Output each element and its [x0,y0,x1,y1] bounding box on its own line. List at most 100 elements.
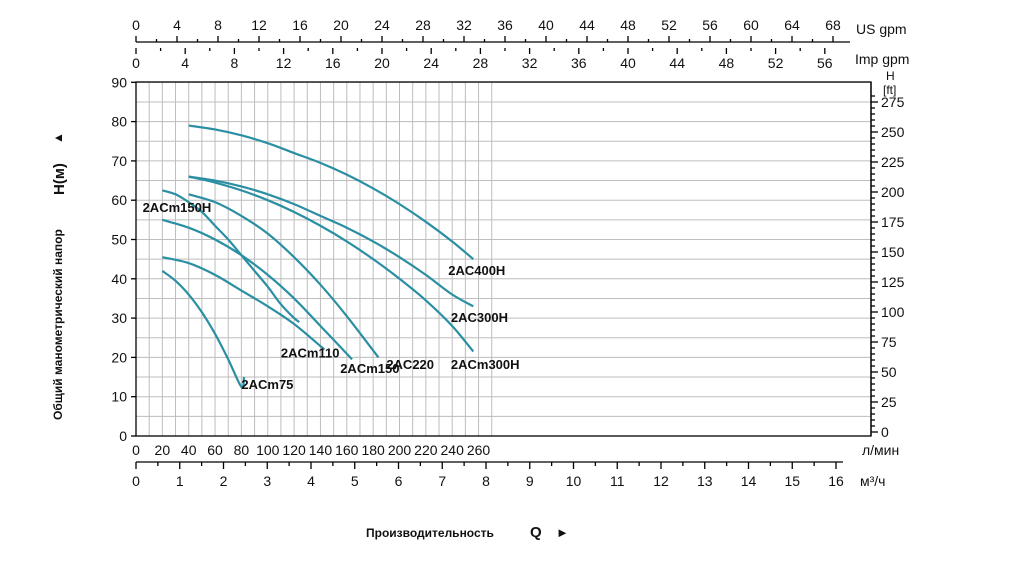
m3h-tick-label: 6 [395,473,403,489]
curve-label-2ac220: 2AC220 [386,357,434,372]
usgpm-tick-label: 20 [333,17,349,33]
y-tick-label: 30 [111,310,127,326]
m3h-tick-label: 10 [566,473,582,489]
m3h-tick-label: 8 [482,473,490,489]
curve-layer [161,124,475,389]
lpm-tick-label: 120 [282,442,306,458]
ft-tick-label: 50 [881,364,897,380]
usgpm-tick-label: 52 [661,17,677,33]
curve-2ac300h [188,175,474,308]
lpm-tick-label: 240 [441,442,465,458]
usgpm-tick-label: 56 [702,17,718,33]
x-axis-arrow: ► [556,525,569,540]
impgpm-tick-label: 16 [325,55,341,71]
lpm-tick-label: 220 [414,442,438,458]
y-tick-label: 40 [111,271,127,287]
m3h-tick-label: 11 [610,473,625,489]
lpm-tick-label: 60 [207,442,223,458]
m3h-tick-label: 9 [526,473,534,489]
m3h-tick-label: 5 [351,473,359,489]
impgpm-tick-label: 40 [620,55,636,71]
curve-2ac400h [188,124,474,260]
ft-tick-label: 250 [881,124,905,140]
y-tick-label: 70 [111,153,127,169]
usgpm-tick-label: 12 [251,17,267,33]
impgpm-tick-label: 28 [473,55,489,71]
y-axis-symbol: H(м) [51,163,68,195]
usgpm-tick-label: 0 [132,17,140,33]
impgpm-tick-label: 20 [374,55,390,71]
impgpm-tick-label: 24 [423,55,439,71]
impgpm-tick-label: 36 [571,55,587,71]
m3h-tick-label: 0 [132,473,140,489]
y-axis-arrow: ▲ [51,132,65,144]
m3h-tick-label: 13 [697,473,713,489]
y-tick-label: 50 [111,232,127,248]
curve-2acm300h [188,175,475,353]
usgpm-tick-label: 28 [415,17,431,33]
lpm-tick-label: 260 [467,442,491,458]
impgpm-tick-label: 32 [522,55,538,71]
curve-2ac220 [188,193,380,359]
m3h-tick-label: 2 [220,473,228,489]
curve-label-2acm150: 2ACm150 [340,361,399,376]
y-tick-label: 20 [111,349,127,365]
ft-tick-label: 125 [881,274,905,290]
lpm-tick-label: 0 [132,442,140,458]
m3h-tick-label: 15 [784,473,800,489]
ft-tick-label: 100 [881,304,905,320]
ft-tick-label: 0 [881,424,889,440]
usgpm-tick-label: 60 [743,17,759,33]
lpm-tick-label: 40 [181,442,197,458]
curve-2acm75 [161,270,246,389]
lpm-tick-label: 160 [335,442,359,458]
lpm-tick-label: 180 [361,442,385,458]
axis-layer: 0102030405060708090025507510012515017520… [111,17,909,489]
ft-unit-label-h: H [886,69,895,83]
curve-2acm110 [162,256,326,351]
impgpm-tick-label: 56 [817,55,833,71]
ft-tick-label: 150 [881,244,905,260]
usgpm-tick-label: 24 [374,17,390,33]
x-axis-title: Производительность [366,526,494,540]
curve-label-2acm75: 2ACm75 [241,377,293,392]
ft-tick-label: 225 [881,154,905,170]
ft-unit-label-ft: [ft] [883,83,896,97]
usgpm-tick-label: 68 [825,17,841,33]
y-tick-label: 0 [119,428,127,444]
impgpm-tick-label: 0 [132,55,140,71]
impgpm-tick-label: 52 [768,55,784,71]
m3h-tick-label: 3 [263,473,271,489]
usgpm-tick-label: 32 [456,17,472,33]
m3h-tick-label: 4 [307,473,315,489]
ft-tick-label: 200 [881,184,905,200]
m3h-tick-label: 16 [828,473,844,489]
impgpm-tick-label: 48 [719,55,735,71]
y-tick-label: 60 [111,192,127,208]
usgpm-unit-label: US gpm [856,21,907,37]
usgpm-tick-label: 44 [579,17,595,33]
y-tick-label: 90 [111,74,127,90]
usgpm-tick-label: 16 [292,17,308,33]
m3h-tick-label: 7 [438,473,446,489]
m3h-tick-label: 14 [741,473,757,489]
usgpm-tick-label: 8 [214,17,222,33]
curve-label-2acm110: 2ACm110 [281,345,340,360]
usgpm-tick-label: 64 [784,17,800,33]
x-axis-symbol: Q [530,524,542,541]
m3h-tick-label: 1 [176,473,184,489]
usgpm-tick-label: 4 [173,17,181,33]
y-tick-label: 80 [111,114,127,130]
curve-label-2ac400h: 2AC400H [448,263,505,278]
lpm-unit-label: л/мин [862,442,899,458]
ft-tick-label: 275 [881,94,905,110]
curve-label-2acm300h: 2ACm300H [451,357,520,372]
y-tick-label: 10 [111,389,127,405]
curve-2acm150h [162,189,301,323]
usgpm-tick-label: 40 [538,17,554,33]
lpm-tick-label: 100 [256,442,280,458]
usgpm-tick-label: 48 [620,17,636,33]
impgpm-tick-label: 4 [181,55,189,71]
